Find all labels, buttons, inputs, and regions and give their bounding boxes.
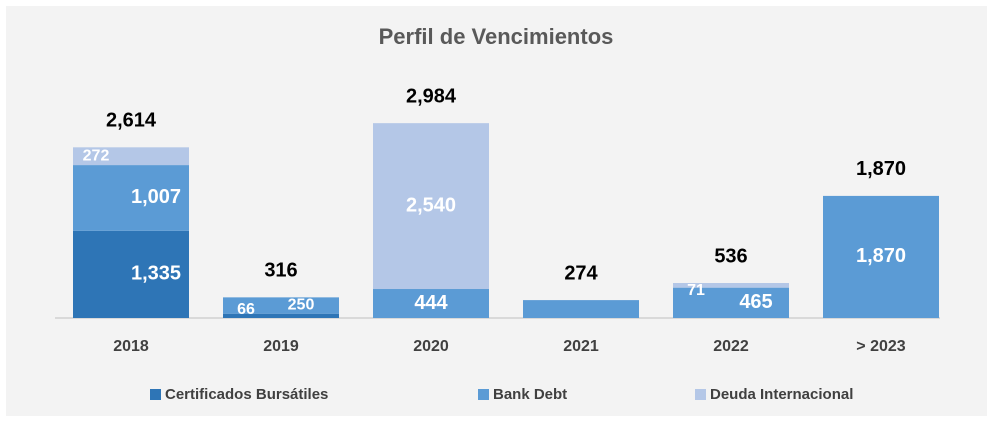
data-label: 71 [687,282,705,299]
bar-segment [73,147,189,166]
legend-label: Deuda Internacional [710,386,853,403]
data-label: 2,540 [406,194,456,216]
total-label: 2,984 [406,85,457,107]
x-tick-label: 2019 [263,338,299,355]
legend-swatch [150,389,161,400]
bar-segment [673,287,789,318]
data-label: 444 [414,292,448,314]
x-tick-label: 2020 [413,338,449,355]
bar-segment [223,297,339,314]
total-label: 2,614 [106,110,157,132]
bar-segment [73,230,189,318]
x-tick-label: > 2023 [856,338,905,355]
total-label: 1,870 [856,158,906,180]
bar-segment [373,289,489,318]
data-label: 66 [237,301,255,318]
data-label: 1,870 [856,245,906,267]
total-label: 274 [564,262,598,284]
data-label: 465 [739,291,772,313]
x-tick-label: 2021 [563,338,599,355]
bar-segment [373,123,489,290]
bar-segment [223,313,339,318]
legend-swatch [695,389,706,400]
legend-label: Bank Debt [493,386,567,403]
total-label: 536 [714,245,747,267]
legend-label: Certificados Bursátiles [165,386,328,403]
total-label: 316 [264,260,297,282]
legend-swatch [478,389,489,400]
bar-segment [823,195,939,318]
bar-segment [673,283,789,288]
x-tick-label: 2018 [113,338,149,355]
bar-segment [73,165,189,231]
x-tick-label: 2022 [713,338,749,355]
data-label: 1,007 [131,186,181,208]
data-label: 1,335 [131,263,181,285]
data-label: 272 [83,147,110,164]
bar-segment [523,300,639,318]
data-label: 250 [288,297,315,314]
chart-title: Perfil de Vencimientos [379,24,614,49]
